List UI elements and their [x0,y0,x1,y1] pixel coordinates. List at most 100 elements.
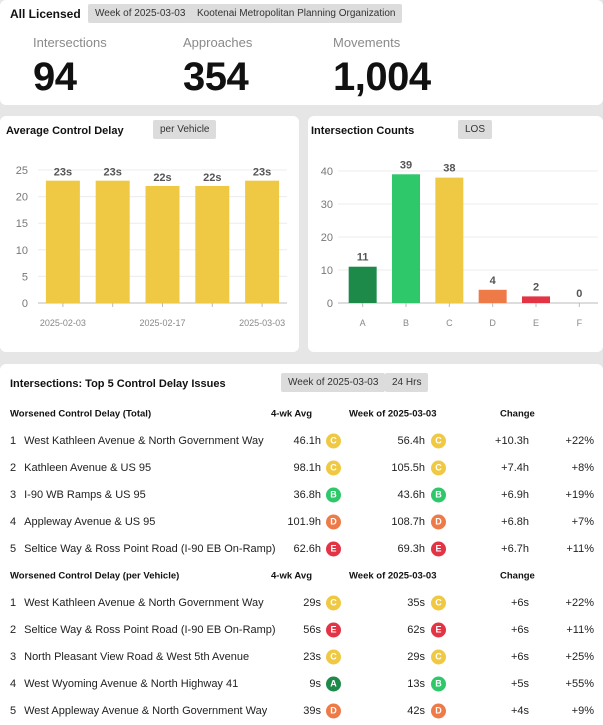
row-rank: 4 [10,515,17,528]
table-row[interactable]: 4 Appleway Avenue & US 95 101.9h D 108.7h D +6… [0,508,603,535]
x-tick-label: 2025-03-03 [239,318,285,328]
bar-data-label: 11 [357,252,369,264]
count-chart-card: Intersection Counts LOS 0 10 20 30 40 11 A 39 B 3… [308,116,603,352]
table-row[interactable]: 1 West Kathleen Avenue & North Government… [0,589,603,616]
row-change-percent: +25% [565,650,594,663]
week-chip[interactable]: Week of 2025-03-03 [88,4,193,23]
table-row[interactable]: 3 I-90 WB Ramps & US 95 36.8h B 43.6h B +6.9h +… [0,481,603,508]
row-change-percent: +55% [565,677,594,690]
los-badge: C [431,433,446,448]
table-row[interactable]: 3 North Pleasant View Road & West 5th Ave… [0,643,603,670]
row-intersection: 2 Seltice Way & Ross Point Road (I-90 EB … [10,624,276,636]
row-week-value: 62s [407,623,425,636]
row-rank: 2 [10,461,17,474]
row-intersection: 2 Kathleen Avenue & US 95 [10,462,151,474]
page-title: All Licensed [10,7,81,21]
column-header-change[interactable]: Change [500,570,535,582]
table-row[interactable]: 4 West Wyoming Avenue & North Highway 41 9… [0,670,603,697]
row-week-value: 43.6h [397,488,425,501]
y-tick-label: 25 [16,165,28,177]
row-intersection-name[interactable]: Seltice Way & Ross Point Road (I-90 EB O… [24,623,276,636]
column-header-change[interactable]: Change [500,408,535,420]
row-avg-value: 29s [303,596,321,609]
los-count-chart: 0 10 20 30 40 11 A 39 B 38 C 4 D 2 E 0 F [321,159,598,328]
table-week-chip[interactable]: Week of 2025-03-03 [281,373,386,392]
summary-card: All Licensed Week of 2025-03-03 Kootenai… [0,0,603,105]
row-rank: 4 [10,677,17,690]
los-count-bar-a[interactable] [348,266,377,303]
bar-data-label: 0 [576,288,582,300]
row-week-value: 29s [407,650,425,663]
row-intersection-name[interactable]: West Appleway Avenue & North Government … [24,704,268,717]
los-count-bar-c[interactable] [435,177,464,303]
column-header-week[interactable]: Week of 2025-03-03 [349,570,437,582]
table-row[interactable]: 5 Seltice Way & Ross Point Road (I-90 EB … [0,535,603,562]
row-change-value: +5s [510,677,529,690]
delay-bar[interactable] [145,185,180,303]
row-change-percent: +8% [571,461,594,474]
los-badge: C [326,460,341,475]
stat-label: Movements [333,35,401,50]
los-badge: C [326,649,341,664]
row-intersection: 4 West Wyoming Avenue & North Highway 41 [10,678,238,690]
row-change-value: +10.3h [495,434,529,447]
section-heading: Worsened Control Delay (per Vehicle) [10,570,180,582]
x-tick-label: 2025-02-03 [40,318,86,328]
row-intersection-name[interactable]: Seltice Way & Ross Point Road (I-90 EB O… [24,542,276,555]
delay-chart-card: Average Control Delay per Vehicle 0 5 10 15… [0,116,299,352]
row-intersection: 5 Seltice Way & Ross Point Road (I-90 EB … [10,543,276,555]
row-change-percent: +7% [571,515,594,528]
row-intersection-name[interactable]: I-90 WB Ramps & US 95 [24,488,146,501]
row-avg-value: 101.9h [287,515,321,528]
row-intersection-name[interactable]: Kathleen Avenue & US 95 [24,461,152,474]
row-rank: 2 [10,623,17,636]
table-row[interactable]: 5 West Appleway Avenue & North Government… [0,697,603,724]
row-rank: 3 [10,650,17,663]
top5-table-card: Intersections: Top 5 Control Delay Issue… [0,364,603,725]
los-count-bar-e[interactable] [522,296,550,303]
los-count-bar-d[interactable] [478,289,507,303]
row-intersection-name[interactable]: West Wyoming Avenue & North Highway 41 [24,677,239,690]
column-header-avg[interactable]: 4-wk Avg [271,570,313,582]
table-row[interactable]: 2 Kathleen Avenue & US 95 98.1h C 105.5h C +7.… [0,454,603,481]
row-week-value: 13s [407,677,425,690]
column-header-avg[interactable]: 4-wk Avg [271,408,313,420]
stat-approaches: Approaches 354 [183,35,252,100]
row-intersection: 1 West Kathleen Avenue & North Government… [10,597,264,609]
delay-bar[interactable] [45,180,80,303]
column-header-week[interactable]: Week of 2025-03-03 [349,408,437,420]
organization-chip[interactable]: Kootenai Metropolitan Planning Organizat… [190,4,403,23]
row-intersection-name[interactable]: West Kathleen Avenue & North Government … [24,434,264,447]
row-change-percent: +22% [565,434,594,447]
bar-data-label: 22s [203,172,221,184]
los-badge: B [431,487,446,502]
row-intersection: 1 West Kathleen Avenue & North Government… [10,435,264,447]
y-tick-label: 10 [321,265,333,277]
los-badge: C [326,595,341,610]
row-week-value: 42s [407,704,425,717]
los-badge: C [431,649,446,664]
stat-movements: Movements 1,004 [333,35,431,100]
delay-bar[interactable] [195,185,230,303]
row-intersection-name[interactable]: West Kathleen Avenue & North Government … [24,596,264,609]
delay-bar[interactable] [95,180,130,303]
row-rank: 5 [10,542,17,555]
x-tick-label: D [489,318,496,328]
row-intersection-name[interactable]: Appleway Avenue & US 95 [24,515,156,528]
row-intersection: 4 Appleway Avenue & US 95 [10,516,155,528]
y-tick-label: 10 [16,245,28,257]
row-change-value: +7.4h [501,461,529,474]
delay-bar[interactable] [245,180,280,303]
row-change-value: +6s [510,650,529,663]
los-count-bar-b[interactable] [392,174,420,303]
hours-chip[interactable]: 24 Hrs [385,373,429,392]
row-intersection-name[interactable]: North Pleasant View Road & West 5th Aven… [24,650,250,663]
row-change-percent: +11% [566,542,594,555]
table-title: Intersections: Top 5 Control Delay Issue… [10,378,226,390]
los-chip[interactable]: LOS [458,120,493,139]
bar-data-label: 23s [54,167,72,179]
table-row[interactable]: 2 Seltice Way & Ross Point Road (I-90 EB … [0,616,603,643]
per-vehicle-chip[interactable]: per Vehicle [153,120,217,139]
table-row[interactable]: 1 West Kathleen Avenue & North Government… [0,427,603,454]
row-change-percent: +22% [565,596,594,609]
